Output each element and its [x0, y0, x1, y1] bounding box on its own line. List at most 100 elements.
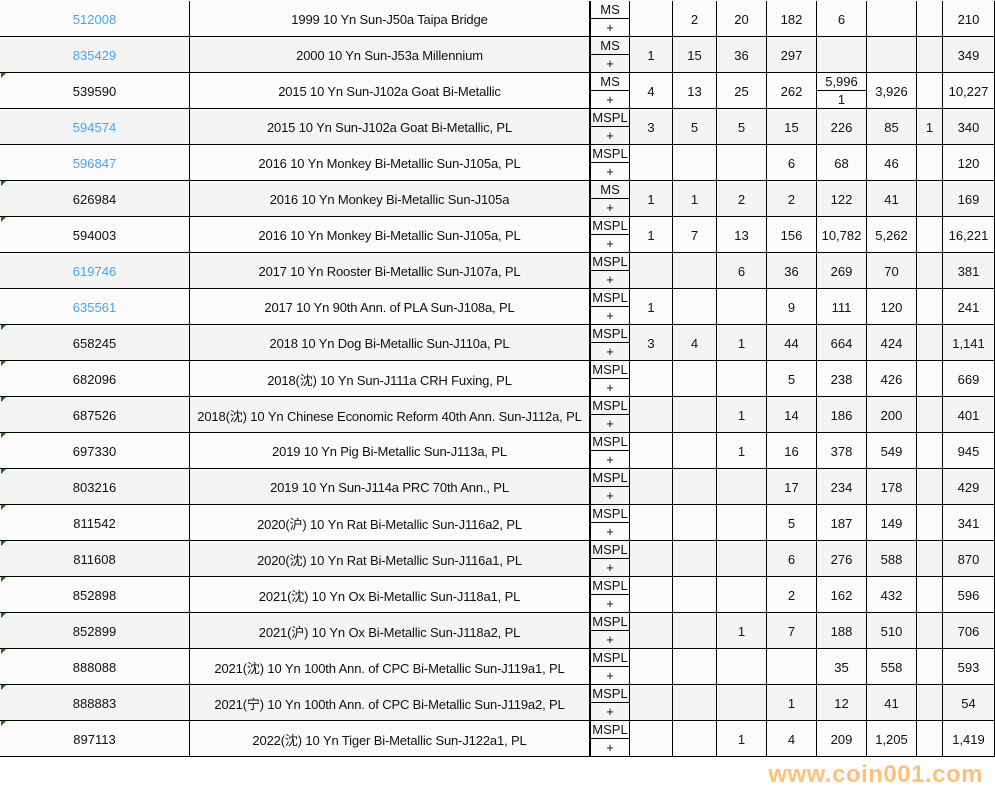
- count-cell-6: 41: [867, 181, 917, 217]
- total-cell: 210: [943, 1, 995, 37]
- count-cell-6: 200: [867, 397, 917, 433]
- count-cell-1: 3: [630, 109, 673, 145]
- count-cell-5: 12: [817, 685, 867, 721]
- count-cell-2: [673, 649, 717, 685]
- grade-cell: MSPL +: [590, 361, 630, 397]
- comment-marker-icon: [1, 73, 6, 78]
- count-cell-6: 41: [867, 685, 917, 721]
- count-cell-7: [917, 685, 943, 721]
- coin-name: 2021(沈) 10 Yn 100th Ann. of CPC Bi-Metal…: [190, 649, 590, 685]
- coin-id: 811608: [0, 541, 190, 577]
- comment-marker-icon: [1, 325, 6, 330]
- count-cell-1: 1: [630, 37, 673, 73]
- table-row: 594003 2016 10 Yn Monkey Bi-Metallic Sun-…: [0, 217, 995, 253]
- count-cell-5: 35: [817, 649, 867, 685]
- count-cell-4: 156: [767, 217, 817, 253]
- count-cell-5: 5,996 1: [817, 73, 867, 109]
- total-cell: 381: [943, 253, 995, 289]
- coin-id[interactable]: 619746: [0, 253, 190, 289]
- coin-name: 2019 10 Yn Sun-J114a PRC 70th Ann., PL: [190, 469, 590, 505]
- count-cell-1: 1: [630, 289, 673, 325]
- count-cell-6: 549: [867, 433, 917, 469]
- comment-marker-icon: [1, 649, 6, 654]
- grade-cell: MSPL +: [590, 721, 630, 757]
- coin-id[interactable]: 596847: [0, 145, 190, 181]
- count-cell-5: 6: [817, 1, 867, 37]
- total-cell: 169: [943, 181, 995, 217]
- count-cell-5: [817, 37, 867, 73]
- count-cell-7: [917, 361, 943, 397]
- coin-id[interactable]: 635561: [0, 289, 190, 325]
- total-cell: 10,227: [943, 73, 995, 109]
- coin-id[interactable]: 594574: [0, 109, 190, 145]
- coin-name: 2016 10 Yn Monkey Bi-Metallic Sun-J105a: [190, 181, 590, 217]
- count-cell-4: 36: [767, 253, 817, 289]
- coin-id: 852899: [0, 613, 190, 649]
- grade-label: MSPL: [591, 110, 629, 127]
- count-cell-2: [673, 613, 717, 649]
- count-cell-2: [673, 361, 717, 397]
- count-cell-7: [917, 433, 943, 469]
- count-cell-7: [917, 1, 943, 37]
- count-cell-3: 1: [717, 721, 767, 757]
- count-cell-7: [917, 613, 943, 649]
- grade-label: MS: [591, 37, 629, 55]
- comment-marker-icon: [1, 685, 6, 690]
- grade-cell: MS +: [590, 73, 630, 109]
- total-cell: 241: [943, 289, 995, 325]
- count-cell-4: [767, 649, 817, 685]
- count-cell-4: 9: [767, 289, 817, 325]
- coin-name: 2018(沈) 10 Yn Chinese Economic Reform 40…: [190, 397, 590, 433]
- table-row: 539590 2015 10 Yn Sun-J102a Goat Bi-Metal…: [0, 73, 995, 109]
- coin-id[interactable]: 835429: [0, 37, 190, 73]
- population-table: 512008 1999 10 Yn Sun-J50a Taipa Bridge MS…: [0, 1, 995, 758]
- coin-id: 888883: [0, 685, 190, 721]
- coin-id: 852898: [0, 577, 190, 613]
- count-cell-1: [630, 577, 673, 613]
- grade-label: MSPL: [591, 650, 629, 667]
- count-cell-4: 5: [767, 505, 817, 541]
- grade-cell: MS +: [590, 181, 630, 217]
- count-cell-7: [917, 217, 943, 253]
- count-cell-4: 14: [767, 397, 817, 433]
- count-cell-2: [673, 289, 717, 325]
- table-row: 852898 2021(沈) 10 Yn Ox Bi-Metallic Sun-J…: [0, 577, 995, 613]
- count-cell-4: 4: [767, 721, 817, 757]
- coin-name: 2019 10 Yn Pig Bi-Metallic Sun-J113a, PL: [190, 433, 590, 469]
- count-cell-2: 13: [673, 73, 717, 109]
- count-cell-2: [673, 145, 717, 181]
- coin-id[interactable]: 512008: [0, 1, 190, 37]
- coin-id: 803216: [0, 469, 190, 505]
- count-cell-2: 1: [673, 181, 717, 217]
- table-row: 835429 2000 10 Yn Sun-J53a Millennium MS +1…: [0, 37, 995, 73]
- count-cell-1: [630, 469, 673, 505]
- coin-id: 658245: [0, 325, 190, 361]
- count-cell-7: [917, 73, 943, 109]
- table-row: 626984 2016 10 Yn Monkey Bi-Metallic Sun-…: [0, 181, 995, 217]
- coin-name: 2000 10 Yn Sun-J53a Millennium: [190, 37, 590, 73]
- count-cell-6: 5,262: [867, 217, 917, 253]
- grade-cell: MSPL +: [590, 649, 630, 685]
- coin-name: 1999 10 Yn Sun-J50a Taipa Bridge: [190, 1, 590, 37]
- count-cell-6: 178: [867, 469, 917, 505]
- count-cell-4: 1: [767, 685, 817, 721]
- total-cell: 54: [943, 685, 995, 721]
- count-cell-6: 588: [867, 541, 917, 577]
- count-cell-6: 85: [867, 109, 917, 145]
- coin-name: 2016 10 Yn Monkey Bi-Metallic Sun-J105a,…: [190, 217, 590, 253]
- coin-id: 539590: [0, 73, 190, 109]
- grade-label: MSPL: [591, 542, 629, 559]
- coin-id: 811542: [0, 505, 190, 541]
- count-cell-1: [630, 505, 673, 541]
- count-cell-7: [917, 37, 943, 73]
- total-cell: 1,141: [943, 325, 995, 361]
- count-cell-2: [673, 721, 717, 757]
- count-cell-4: 297: [767, 37, 817, 73]
- count-cell-4: 262: [767, 73, 817, 109]
- grade-label: MSPL: [591, 686, 629, 703]
- count-cell-5: 269: [817, 253, 867, 289]
- total-cell: 945: [943, 433, 995, 469]
- count-cell-1: [630, 145, 673, 181]
- count-cell-3: 1: [717, 397, 767, 433]
- count-cell-2: [673, 397, 717, 433]
